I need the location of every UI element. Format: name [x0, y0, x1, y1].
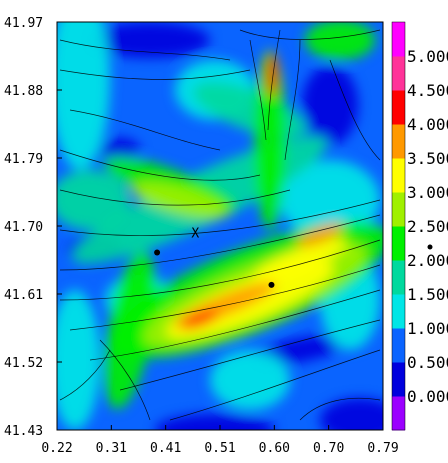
colorbar-label: 4.500 [407, 81, 448, 100]
contour-region [57, 290, 100, 430]
streamline [59, 39, 231, 61]
y-tick-label: 41.52 [4, 356, 43, 371]
colorbar-label: 1.000 [407, 319, 448, 338]
colorbar-segment [392, 192, 405, 227]
contour-region [296, 223, 344, 247]
colorbar-label: 0.500 [407, 353, 448, 372]
contour-region [57, 170, 130, 230]
y-tick-label: 41.43 [4, 424, 43, 439]
streamline [59, 189, 291, 206]
x-tick-label: 0.41 [150, 441, 181, 456]
streamline [119, 319, 381, 391]
y-tick-label: 41.70 [4, 220, 43, 235]
x-axis: 0.22 0.31 0.41 0.51 0.60 0.70 0.79 [41, 425, 399, 456]
contour-region [302, 65, 358, 145]
x-tick-label: 0.60 [259, 441, 290, 456]
contour-region [131, 181, 229, 219]
streamline [59, 199, 381, 236]
colorbar-segment [392, 328, 405, 363]
plot-area: X [56, 21, 384, 431]
colorbar-label: 5.000 [407, 47, 448, 66]
colorbar-segment [392, 90, 405, 125]
colorbar-frame [391, 21, 406, 431]
streamline [99, 339, 151, 421]
contour-region [104, 251, 156, 409]
contour-field [57, 22, 383, 430]
streamline [249, 39, 267, 141]
streamline [329, 59, 381, 161]
streamline [169, 349, 381, 421]
marker-point [154, 249, 161, 256]
contour-region [254, 50, 286, 230]
colorbar-label: 2.500 [407, 217, 448, 236]
contour-region [320, 398, 383, 430]
contour-region [266, 53, 278, 97]
colorbar-segment [392, 124, 405, 159]
colorbar-segment [392, 226, 405, 261]
colorbar-label: 0.000 [407, 387, 448, 406]
streamline [59, 239, 381, 301]
colorbar-label: 3.000 [407, 183, 448, 202]
streamline [59, 69, 251, 80]
streamline [89, 289, 381, 361]
contour-region [181, 311, 219, 329]
streamline [69, 264, 381, 331]
x-tick-label: 0.70 [313, 441, 344, 456]
legend-point [427, 244, 433, 250]
marker-label: X [191, 227, 199, 242]
contour-region [100, 138, 140, 162]
streamline [284, 39, 301, 161]
contour-region [280, 160, 380, 240]
streamline [59, 349, 111, 401]
contour-region [255, 335, 345, 365]
streamline [239, 29, 381, 40]
streamlines [59, 29, 381, 421]
colorbar-label: 3.500 [407, 149, 448, 168]
x-tick-label: 0.22 [41, 441, 72, 456]
markers: X [154, 227, 275, 288]
colorbar-segment [392, 260, 405, 295]
y-axis: 41.97 41.88 41.79 41.70 41.61 41.52 41.43 [4, 16, 62, 439]
streamline [59, 149, 261, 181]
colorbar-segment [392, 294, 405, 329]
colorbar-segment [392, 362, 405, 397]
colorbar-label: 1.500 [407, 285, 448, 304]
x-tick-label: 0.31 [96, 441, 127, 456]
y-tick-label: 41.97 [4, 16, 43, 31]
contour-region [57, 22, 110, 170]
streamline [267, 29, 281, 131]
marker-point [268, 281, 275, 288]
streamline [59, 214, 381, 271]
colorbar-segment [392, 396, 405, 431]
y-tick-label: 41.61 [4, 288, 43, 303]
contour-region [305, 22, 375, 60]
colorbar-label: 4.000 [407, 115, 448, 134]
contour-region [155, 414, 275, 430]
contour-region [253, 238, 347, 282]
streamline [299, 397, 381, 421]
contour-region [90, 22, 210, 58]
x-tick-label: 0.79 [367, 441, 398, 456]
streamline [69, 109, 221, 151]
colorbar: 0.000 0.500 1.000 1.500 2.000 2.500 3.000 3.500… [391, 21, 448, 431]
colorbar-label: 2.000 [407, 251, 448, 270]
colorbar-segment [392, 158, 405, 193]
contour-region [210, 350, 290, 410]
y-tick-label: 41.88 [4, 84, 43, 99]
colorbar-segment [392, 56, 405, 91]
colorbar-segment [392, 22, 405, 57]
y-tick-label: 41.79 [4, 152, 43, 167]
x-tick-label: 0.51 [204, 441, 235, 456]
